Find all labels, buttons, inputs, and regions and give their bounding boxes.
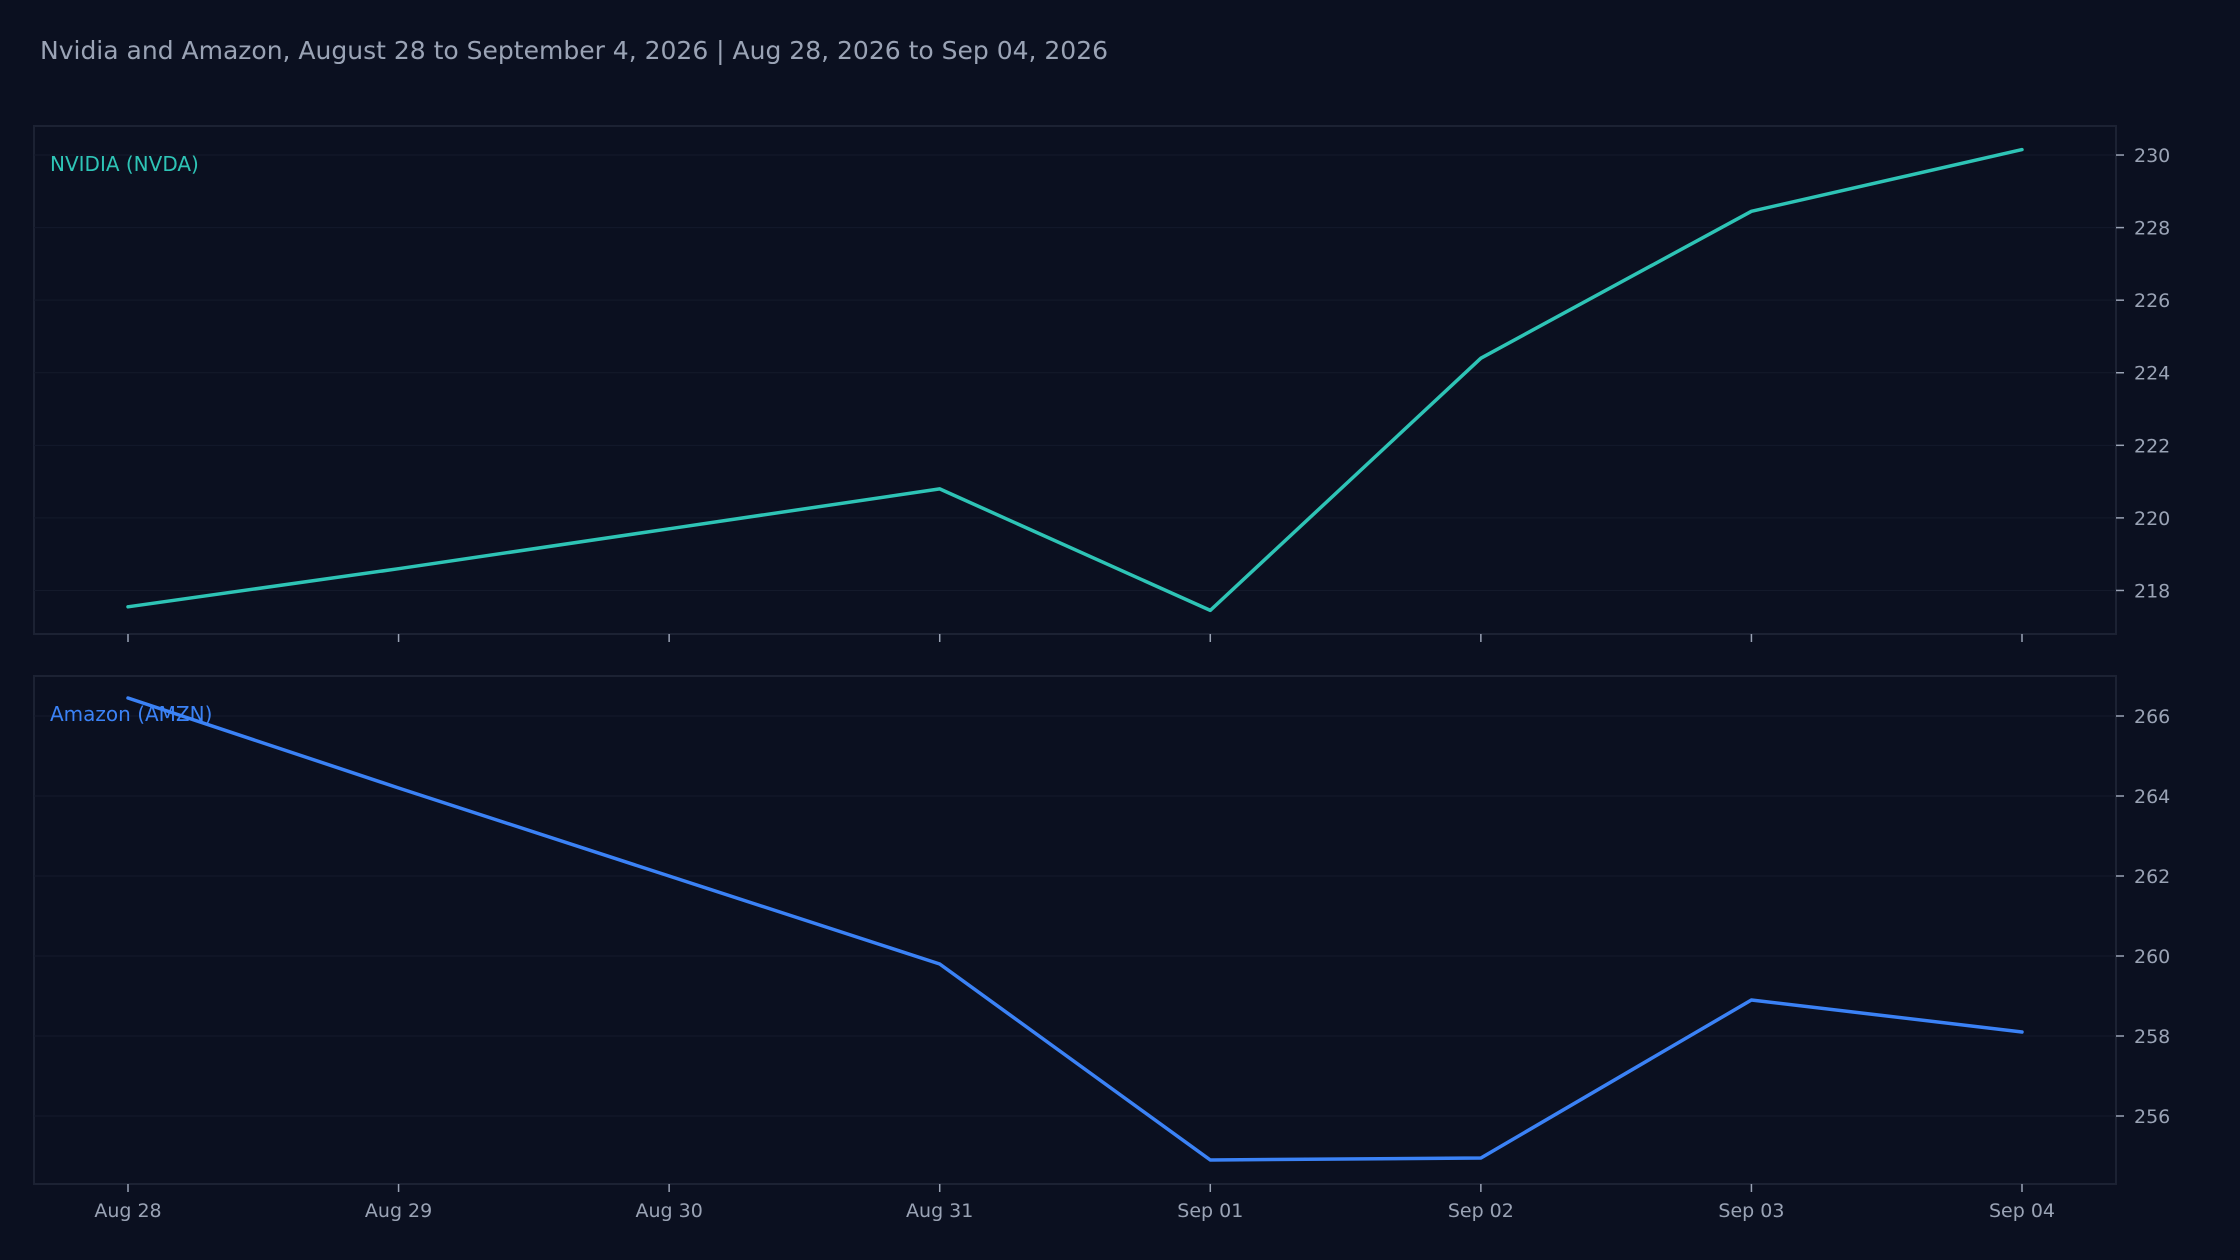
x-tick-label: Aug 30 xyxy=(635,1200,702,1222)
data-point xyxy=(667,527,671,531)
data-point xyxy=(938,962,942,966)
data-point xyxy=(397,786,401,790)
chart-title: Nvidia and Amazon, August 28 to Septembe… xyxy=(40,36,1109,65)
data-point xyxy=(2020,1030,2024,1034)
x-tick-label: Sep 01 xyxy=(1177,1200,1243,1222)
y-tick-label: 228 xyxy=(2134,218,2170,240)
data-point xyxy=(126,696,130,700)
y-tick-label: 230 xyxy=(2134,145,2170,167)
panel-frame xyxy=(33,125,2117,635)
y-tick-label: 262 xyxy=(2134,866,2170,888)
series-label: NVIDIA (NVDA) xyxy=(50,152,199,176)
series-line xyxy=(126,696,2024,1162)
data-point xyxy=(1208,608,1212,612)
x-tick-label: Sep 02 xyxy=(1448,1200,1514,1222)
data-point xyxy=(2020,148,2024,152)
x-tick-label: Sep 03 xyxy=(1718,1200,1784,1222)
x-tick-label: Aug 31 xyxy=(906,1200,973,1222)
data-point xyxy=(126,605,130,609)
y-tick-label: 260 xyxy=(2134,946,2170,968)
x-tick-label: Aug 29 xyxy=(365,1200,432,1222)
y-tick-label: 226 xyxy=(2134,290,2170,312)
y-tick-label: 218 xyxy=(2134,580,2170,602)
data-point xyxy=(1479,1156,1483,1160)
series-line xyxy=(126,147,2024,613)
x-tick-label: Sep 04 xyxy=(1989,1200,2055,1222)
data-point xyxy=(1749,998,1753,1002)
series-label: Amazon (AMZN) xyxy=(50,702,212,726)
panel-frame xyxy=(33,675,2117,1185)
y-tick-label: 266 xyxy=(2134,706,2170,728)
data-point xyxy=(938,487,942,491)
data-point xyxy=(1749,209,1753,213)
data-point xyxy=(667,874,671,878)
y-tick-label: 222 xyxy=(2134,435,2170,457)
data-point xyxy=(1479,356,1483,360)
x-tick-label: Aug 28 xyxy=(94,1200,161,1222)
data-point xyxy=(1208,1158,1212,1162)
y-tick-label: 264 xyxy=(2134,786,2170,808)
y-tick-label: 220 xyxy=(2134,508,2170,530)
data-point xyxy=(397,567,401,571)
y-tick-label: 224 xyxy=(2134,363,2170,385)
y-tick-label: 256 xyxy=(2134,1106,2170,1128)
y-tick-label: 258 xyxy=(2134,1026,2170,1048)
